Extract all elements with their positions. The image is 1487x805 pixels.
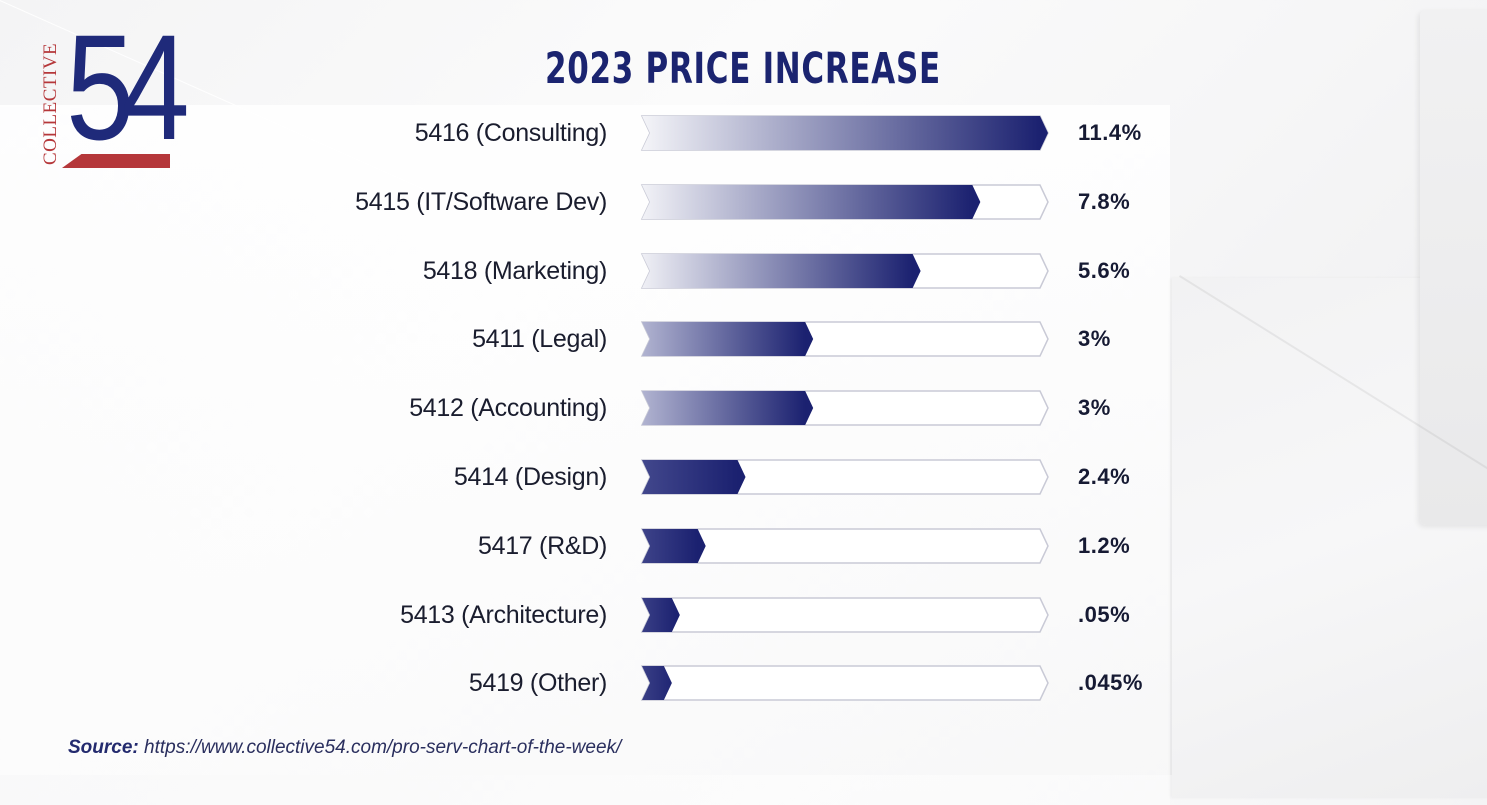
value-label: .045% <box>1078 670 1143 696</box>
bar-svg <box>640 459 1049 495</box>
bar-fill <box>642 666 672 701</box>
bar-row: 5411 (Legal) 3% <box>0 320 1487 358</box>
bar-fill <box>642 391 814 426</box>
category-label: 5418 (Marketing) <box>422 256 607 285</box>
category-label: 5416 (Consulting) <box>414 119 608 147</box>
bar-row: 5417 (R&D) 1.2% <box>0 527 1487 565</box>
logo-number: 54 <box>66 3 190 171</box>
bar-track <box>640 596 1049 633</box>
bar-svg <box>640 596 1049 633</box>
background-panel <box>1420 10 1487 525</box>
value-label: 5.6% <box>1078 257 1131 283</box>
value-label: 2.4% <box>1078 464 1131 489</box>
category-label: 5413 (Architecture) <box>400 600 607 629</box>
bar-svg <box>640 115 1049 151</box>
category-label: 5414 (Design) <box>453 463 607 491</box>
bar-row: 5418 (Marketing) 5.6% <box>0 252 1487 290</box>
bar-svg <box>640 390 1049 426</box>
source-line: Source: https://www.collective54.com/pro… <box>68 737 621 759</box>
category-label: 5411 (Legal) <box>472 325 607 354</box>
bar-svg <box>640 665 1049 702</box>
category-label: 5417 (R&D) <box>478 531 607 560</box>
category-label: 5415 (IT/Software Dev) <box>355 187 607 216</box>
bar-fill <box>642 116 1048 150</box>
bar-row: 5419 (Other) .045% <box>0 664 1487 702</box>
value-label: 3% <box>1078 395 1111 421</box>
bar-svg <box>640 184 1049 220</box>
value-label: 1.2% <box>1078 532 1131 558</box>
bar-svg <box>640 252 1049 289</box>
bar-row: 5415 (IT/Software Dev) 7.8% <box>0 183 1487 221</box>
bar-svg <box>640 321 1049 358</box>
category-label: 5419 (Other) <box>468 669 607 698</box>
bar-row: 5416 (Consulting) 11.4% <box>0 114 1487 152</box>
bar-svg <box>640 528 1049 564</box>
bar-fill <box>642 460 746 494</box>
source-url: https://www.collective54.com/pro-serv-ch… <box>144 737 622 758</box>
value-label: 7.8% <box>1078 188 1131 214</box>
bar-row: 5412 (Accounting) 3% <box>0 389 1487 427</box>
bar-row: 5414 (Design) 2.4% <box>0 458 1487 496</box>
value-label: .05% <box>1078 601 1131 627</box>
bar-fill <box>642 184 981 219</box>
chart-title: 2023 PRICE INCREASE <box>545 44 941 94</box>
collective54-logo: COLLECTIVE 54 <box>40 12 190 170</box>
bar-row: 5413 (Architecture) .05% <box>0 596 1487 634</box>
bar-fill <box>642 253 921 288</box>
bar-fill <box>642 322 814 357</box>
category-label: 5412 (Accounting) <box>409 394 607 423</box>
source-label: Source: <box>68 737 139 758</box>
logo-underline <box>62 154 170 168</box>
bar-fill <box>642 597 680 632</box>
bar-track <box>640 665 1049 702</box>
bar-fill <box>642 528 706 563</box>
value-label: 3% <box>1078 326 1111 352</box>
value-label: 11.4% <box>1078 120 1142 145</box>
